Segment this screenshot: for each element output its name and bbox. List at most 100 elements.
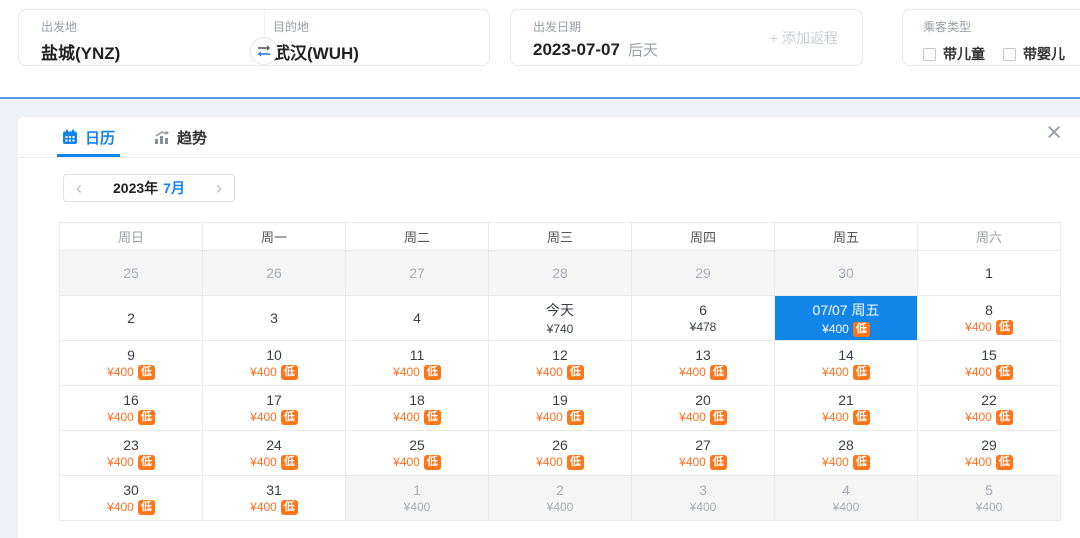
cell-price: ¥400 低 (107, 454, 155, 470)
low-price-badge: 低 (995, 319, 1013, 335)
cell-day: 29 (981, 436, 997, 453)
month-navigator: ‹ 2023年 7月 › (63, 174, 235, 202)
calendar-cell[interactable]: 13 ¥400 低 (632, 341, 775, 386)
cell-price: ¥400 低 (536, 364, 584, 380)
weekday-header: 周四 (632, 223, 775, 251)
calendar-cell[interactable]: 今天 ¥740 (489, 296, 632, 341)
with-children-checkbox[interactable]: 带儿童 (923, 44, 985, 64)
cell-day: 9 (127, 346, 135, 363)
calendar-cell: 27 (346, 251, 489, 296)
destination-value[interactable]: 武汉(WUH) (273, 44, 359, 63)
destination-field[interactable]: 目的地 武汉(WUH) (273, 18, 359, 64)
low-price-badge: 低 (995, 364, 1013, 380)
calendar-cell[interactable]: 26 ¥400 低 (489, 431, 632, 476)
calendar-cell[interactable]: 24 ¥400 低 (203, 431, 346, 476)
calendar-cell[interactable]: 16 ¥400 低 (60, 386, 203, 431)
calendar-cell[interactable]: 31 ¥400 低 (203, 476, 346, 521)
with-infant-checkbox[interactable]: 带婴儿 (1003, 44, 1065, 64)
weekday-header: 周三 (489, 223, 632, 251)
low-price-badge: 低 (137, 454, 155, 470)
low-price-badge: 低 (423, 454, 441, 470)
passenger-type-group: 乘客类型 (923, 18, 971, 35)
calendar-cell[interactable]: 17 ¥400 低 (203, 386, 346, 431)
origin-field[interactable]: 出发地 盐城(YNZ) (41, 18, 120, 64)
tab-calendar[interactable]: 日历 (56, 117, 121, 157)
calendar-cell[interactable]: 30 ¥400 低 (60, 476, 203, 521)
low-price-badge: 低 (280, 364, 298, 380)
calendar-cell[interactable]: 20 ¥400 低 (632, 386, 775, 431)
with-children-label: 带儿童 (943, 46, 985, 62)
cell-price: ¥400 (833, 500, 860, 514)
calendar-cell[interactable]: 15 ¥400 低 (918, 341, 1061, 386)
cell-price: ¥400 低 (393, 409, 441, 425)
calendar-cell[interactable]: 1 (918, 251, 1061, 296)
cell-day: 07/07 周五 (812, 301, 880, 318)
checkbox-icon[interactable] (1003, 47, 1016, 61)
cell-day: 26 (266, 265, 282, 281)
low-price-badge: 低 (137, 499, 155, 515)
depart-date-value[interactable]: 2023-07-07 后天 (533, 39, 658, 60)
calendar-cell: 30 (775, 251, 918, 296)
calendar-cell[interactable]: 8 ¥400 低 (918, 296, 1061, 341)
calendar-cell: 26 (203, 251, 346, 296)
cell-day: 13 (695, 346, 711, 363)
calendar-cell-selected[interactable]: 07/07 周五 ¥400 低 (775, 296, 918, 341)
calendar-cell[interactable]: 21 ¥400 低 (775, 386, 918, 431)
calendar-cell[interactable]: 28 ¥400 低 (775, 431, 918, 476)
calendar-cell[interactable]: 10 ¥400 低 (203, 341, 346, 386)
add-return-link[interactable]: + 添加返程 (769, 29, 838, 46)
calendar-cell[interactable]: 4 (346, 296, 489, 341)
low-price-badge: 低 (852, 321, 870, 337)
tab-trend-label: 趋势 (177, 129, 208, 147)
price-text: ¥400 (536, 410, 563, 424)
origin-value[interactable]: 盐城(YNZ) (41, 44, 121, 63)
close-icon[interactable]: × (1046, 117, 1062, 147)
cell-price: ¥400 低 (965, 364, 1013, 380)
calendar-cell[interactable]: 27 ¥400 低 (632, 431, 775, 476)
calendar-cell[interactable]: 12 ¥400 低 (489, 341, 632, 386)
checkbox-icon[interactable] (923, 47, 936, 61)
calendar-cell[interactable]: 2 (60, 296, 203, 341)
price-text: ¥400 (822, 322, 849, 336)
calendar-cell[interactable]: 11 ¥400 低 (346, 341, 489, 386)
low-price-badge: 低 (566, 454, 584, 470)
calendar-cell[interactable]: 25 ¥400 低 (346, 431, 489, 476)
cell-day: 30 (123, 481, 139, 498)
cell-price: ¥740 (547, 322, 574, 336)
calendar-cell[interactable]: 29 ¥400 低 (918, 431, 1061, 476)
calendar-cell[interactable]: 23 ¥400 低 (60, 431, 203, 476)
cell-day: 27 (695, 436, 711, 453)
low-price-badge: 低 (995, 454, 1013, 470)
calendar-cell[interactable]: 14 ¥400 低 (775, 341, 918, 386)
price-text: ¥740 (546, 322, 574, 336)
price-text: ¥400 (965, 410, 992, 424)
cell-price: ¥400 低 (107, 499, 155, 515)
cell-price: ¥400 低 (965, 454, 1013, 470)
low-price-badge: 低 (566, 409, 584, 425)
depart-date-suffix: 后天 (627, 42, 658, 59)
cell-price: ¥400 低 (250, 409, 298, 425)
cell-price: ¥400 低 (822, 454, 870, 470)
cell-day: 15 (981, 346, 997, 363)
tab-trend[interactable]: 趋势 (154, 117, 207, 157)
low-price-badge: 低 (137, 409, 155, 425)
swap-origin-destination-button[interactable] (250, 37, 278, 65)
cell-day: 23 (123, 436, 139, 453)
calendar-cell[interactable]: 9 ¥400 低 (60, 341, 203, 386)
cell-price: ¥400 低 (250, 454, 298, 470)
calendar-cell[interactable]: 6 ¥478 (632, 296, 775, 341)
calendar-cell[interactable]: 19 ¥400 低 (489, 386, 632, 431)
cell-day: 8 (985, 301, 993, 318)
prev-month-button[interactable]: ‹ (76, 178, 82, 198)
cell-day: 3 (270, 310, 278, 326)
calendar-cell[interactable]: 22 ¥400 低 (918, 386, 1061, 431)
cell-price: ¥400 低 (536, 409, 584, 425)
cell-day: 18 (409, 391, 425, 408)
calendar-cell[interactable]: 18 ¥400 低 (346, 386, 489, 431)
calendar-cell[interactable]: 3 (203, 296, 346, 341)
next-month-button[interactable]: › (215, 178, 222, 198)
cell-day: 17 (266, 391, 282, 408)
depart-date-field[interactable]: 出发日期 2023-07-07 后天 (533, 18, 658, 60)
cell-price: ¥400 低 (536, 454, 584, 470)
trend-chart-icon (155, 131, 169, 144)
